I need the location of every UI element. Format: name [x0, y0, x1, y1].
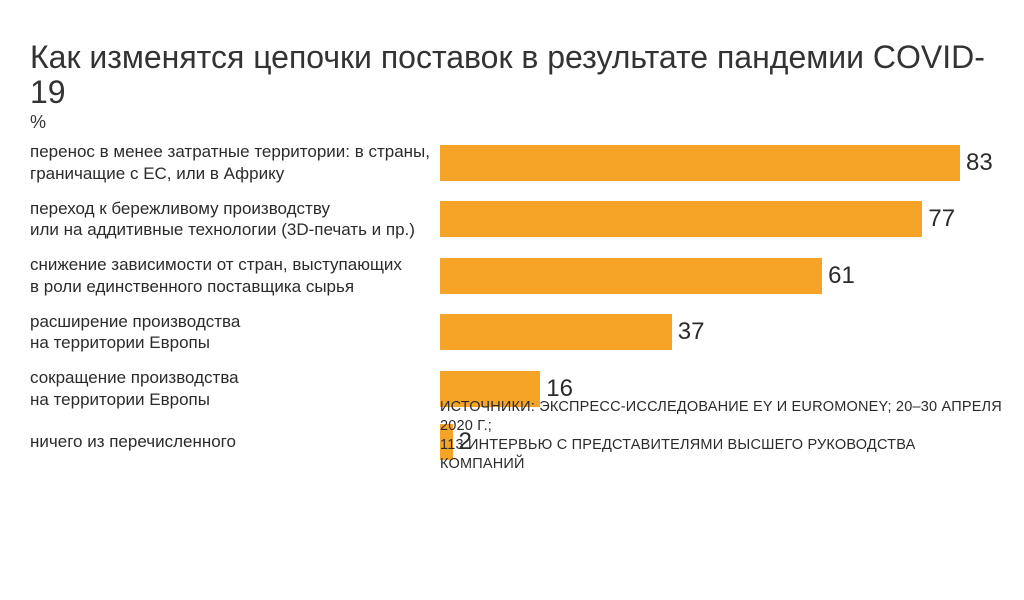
bar-row: перенос в менее затратные территории: в …	[30, 141, 1004, 184]
bar	[440, 258, 822, 294]
bar	[440, 201, 922, 237]
bar-label: ничего из перечисленного	[30, 431, 440, 452]
bar-label: перенос в менее затратные территории: в …	[30, 141, 440, 184]
chart-unit-label: %	[30, 112, 1004, 133]
chart-title: Как изменятся цепочки поставок в результ…	[30, 40, 1004, 110]
bar-label: переход к бережливому производствуили на…	[30, 198, 440, 241]
chart-container: Как изменятся цепочки поставок в результ…	[0, 0, 1024, 600]
bar-area: 61	[440, 258, 1004, 294]
chart-source-line2: 113 ИНТЕРВЬЮ С ПРЕДСТАВИТЕЛЯМИ ВЫСШЕГО Р…	[440, 437, 915, 472]
bar-label: снижение зависимости от стран, выступающ…	[30, 254, 440, 297]
bar-area: 37	[440, 314, 1004, 350]
bar-value: 61	[828, 264, 855, 288]
bar-row: переход к бережливому производствуили на…	[30, 198, 1004, 241]
bar-value: 77	[928, 207, 955, 231]
bar-value: 37	[678, 320, 705, 344]
bar-row: снижение зависимости от стран, выступающ…	[30, 254, 1004, 297]
bar	[440, 314, 672, 350]
chart-source-line1: ИСТОЧНИКИ: ЭКСПРЕСС-ИССЛЕДОВАНИЕ EY И EU…	[440, 399, 1002, 434]
bar-area: 83	[440, 145, 1004, 181]
bar-value: 83	[966, 151, 993, 175]
chart-source: ИСТОЧНИКИ: ЭКСПРЕСС-ИССЛЕДОВАНИЕ EY И EU…	[440, 398, 1004, 473]
bar-label: расширение производствана территории Евр…	[30, 311, 440, 354]
bar-area: 77	[440, 201, 1004, 237]
bar-row: расширение производствана территории Евр…	[30, 311, 1004, 354]
bar-label: сокращение производствана территории Евр…	[30, 367, 440, 410]
bar	[440, 145, 960, 181]
